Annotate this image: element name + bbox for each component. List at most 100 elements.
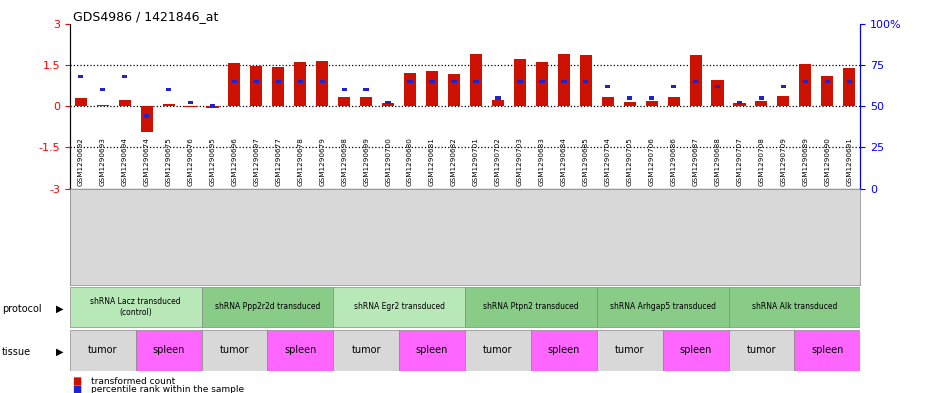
Text: spleen: spleen bbox=[416, 345, 448, 355]
Bar bbox=[597, 286, 728, 327]
Bar bbox=[605, 84, 610, 88]
Bar bbox=[298, 80, 303, 83]
Bar bbox=[360, 97, 372, 106]
Bar bbox=[404, 73, 416, 106]
Text: tumor: tumor bbox=[615, 345, 644, 355]
Text: ■: ■ bbox=[73, 384, 82, 393]
Bar bbox=[470, 54, 482, 106]
Bar bbox=[517, 80, 523, 83]
Bar bbox=[333, 286, 465, 327]
Bar bbox=[122, 75, 127, 78]
Bar bbox=[272, 67, 285, 106]
Bar bbox=[202, 330, 267, 371]
Bar bbox=[649, 96, 655, 99]
Bar bbox=[558, 54, 570, 106]
Text: ▶: ▶ bbox=[56, 303, 63, 314]
Bar bbox=[492, 100, 504, 106]
Bar bbox=[803, 80, 808, 83]
Bar bbox=[407, 80, 413, 83]
Bar bbox=[473, 80, 479, 83]
Bar bbox=[825, 80, 830, 83]
Bar bbox=[140, 106, 153, 132]
Bar bbox=[275, 80, 281, 83]
Bar bbox=[627, 96, 632, 99]
Bar bbox=[597, 330, 662, 371]
Bar bbox=[188, 101, 193, 105]
Bar bbox=[316, 61, 328, 106]
Text: percentile rank within the sample: percentile rank within the sample bbox=[91, 385, 245, 393]
Bar bbox=[662, 330, 728, 371]
Bar bbox=[821, 76, 833, 106]
Bar bbox=[728, 286, 860, 327]
Text: GDS4986 / 1421846_at: GDS4986 / 1421846_at bbox=[73, 10, 218, 23]
Bar bbox=[799, 64, 811, 106]
Text: tissue: tissue bbox=[2, 347, 31, 357]
Bar bbox=[210, 105, 215, 108]
Bar bbox=[74, 98, 86, 106]
Bar bbox=[465, 286, 597, 327]
Text: shRNA Lacz transduced
(control): shRNA Lacz transduced (control) bbox=[90, 297, 181, 317]
Bar bbox=[136, 330, 202, 371]
Text: shRNA Egr2 transduced: shRNA Egr2 transduced bbox=[353, 303, 445, 311]
Bar bbox=[430, 80, 435, 83]
Bar bbox=[794, 330, 860, 371]
Bar bbox=[693, 80, 698, 83]
Bar bbox=[539, 80, 545, 83]
Bar bbox=[536, 62, 548, 106]
Bar bbox=[448, 75, 460, 106]
Bar bbox=[399, 330, 465, 371]
Bar bbox=[250, 66, 262, 106]
Bar bbox=[163, 104, 175, 106]
Text: transformed count: transformed count bbox=[91, 377, 176, 386]
Bar bbox=[320, 80, 325, 83]
Bar bbox=[689, 55, 701, 106]
Text: ▶: ▶ bbox=[56, 347, 63, 357]
Bar bbox=[711, 80, 724, 106]
Bar bbox=[759, 96, 764, 99]
Bar bbox=[202, 286, 333, 327]
Text: tumor: tumor bbox=[484, 345, 512, 355]
Text: tumor: tumor bbox=[219, 345, 249, 355]
Bar bbox=[339, 97, 351, 106]
Bar bbox=[144, 114, 150, 118]
Bar bbox=[364, 88, 369, 91]
Bar bbox=[602, 97, 614, 106]
Bar bbox=[734, 103, 746, 106]
Bar bbox=[100, 88, 105, 91]
Bar bbox=[846, 80, 852, 83]
Bar bbox=[728, 330, 794, 371]
Text: tumor: tumor bbox=[747, 345, 777, 355]
Bar bbox=[531, 330, 597, 371]
Bar bbox=[119, 100, 131, 106]
Text: spleen: spleen bbox=[548, 345, 580, 355]
Bar bbox=[583, 80, 589, 83]
Bar bbox=[451, 80, 457, 83]
Text: shRNA Ptpn2 transduced: shRNA Ptpn2 transduced bbox=[483, 303, 578, 311]
Bar bbox=[166, 88, 171, 91]
Bar bbox=[206, 106, 219, 108]
Bar bbox=[715, 84, 720, 88]
Bar bbox=[426, 71, 438, 106]
Bar bbox=[294, 62, 306, 106]
Bar bbox=[737, 101, 742, 105]
Text: spleen: spleen bbox=[153, 345, 185, 355]
Bar bbox=[70, 330, 136, 371]
Bar bbox=[97, 105, 109, 106]
Bar bbox=[777, 97, 790, 106]
Bar bbox=[780, 84, 786, 88]
Bar bbox=[254, 80, 259, 83]
Bar bbox=[70, 286, 202, 327]
Text: ■: ■ bbox=[73, 376, 82, 386]
Text: shRNA Arhgap5 transduced: shRNA Arhgap5 transduced bbox=[610, 303, 715, 311]
Bar bbox=[267, 330, 333, 371]
Text: protocol: protocol bbox=[2, 303, 42, 314]
Bar bbox=[495, 96, 500, 99]
Bar bbox=[668, 97, 680, 106]
Bar bbox=[755, 101, 767, 106]
Bar bbox=[624, 102, 636, 106]
Bar bbox=[465, 330, 531, 371]
Bar bbox=[382, 103, 394, 106]
Text: spleen: spleen bbox=[680, 345, 711, 355]
Bar bbox=[671, 84, 676, 88]
Bar bbox=[78, 75, 84, 78]
